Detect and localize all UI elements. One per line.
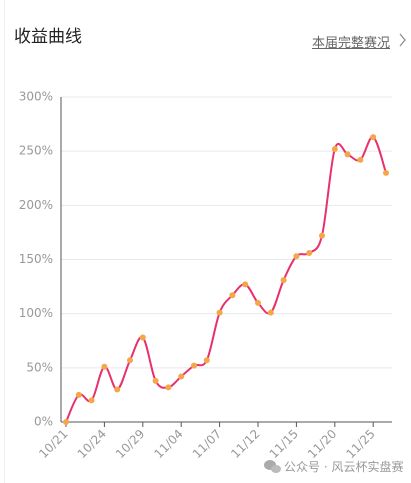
point (191, 362, 197, 369)
wechat-icon (264, 460, 281, 473)
line (65, 136, 387, 423)
x-tick-label: 10/21 (36, 427, 70, 461)
point (75, 391, 82, 398)
point (203, 357, 210, 364)
x-tick-label: 11/12 (228, 427, 262, 461)
title: 收益曲线 (14, 27, 82, 47)
watermark: 公众号 · 风云杯实盘赛 (284, 460, 404, 474)
point (280, 277, 287, 284)
x-tick-label: 11/04 (151, 427, 185, 461)
point (344, 151, 351, 158)
y-tick-label: 250% (19, 144, 53, 158)
point (255, 299, 261, 306)
x-tick-label: 10/24 (75, 427, 109, 461)
point (152, 377, 159, 384)
x-tick-label: 11/25 (343, 427, 377, 461)
point (114, 386, 121, 393)
point (383, 169, 389, 176)
point (229, 292, 236, 299)
point (306, 250, 313, 256)
y-tick-label: 50% (26, 360, 53, 374)
point (165, 384, 172, 391)
point (178, 373, 185, 380)
y-tick-label: 300% (19, 90, 53, 104)
x-tick-label: 10/29 (113, 427, 147, 461)
y-tick-label: 150% (19, 252, 53, 266)
point (216, 309, 223, 316)
chevron-icon[interactable] (399, 33, 406, 47)
y-tick-label: 200% (19, 198, 53, 212)
x-tick-label: 11/15 (267, 427, 301, 461)
point (88, 397, 95, 404)
full-results-link[interactable]: 本届完整赛况 (312, 36, 391, 51)
point (242, 281, 249, 288)
point (267, 309, 274, 316)
point (101, 363, 108, 370)
x-tick-label: 11/07 (190, 427, 224, 461)
point (63, 419, 69, 425)
point (293, 253, 300, 260)
y-tick-label: 0% (34, 415, 53, 429)
point (127, 357, 133, 364)
point (139, 334, 146, 341)
y-tick-label: 100% (19, 306, 53, 320)
point (319, 232, 325, 239)
x-tick-label: 11/20 (305, 427, 339, 461)
point (357, 156, 364, 163)
point (370, 134, 377, 141)
point (331, 146, 338, 152)
